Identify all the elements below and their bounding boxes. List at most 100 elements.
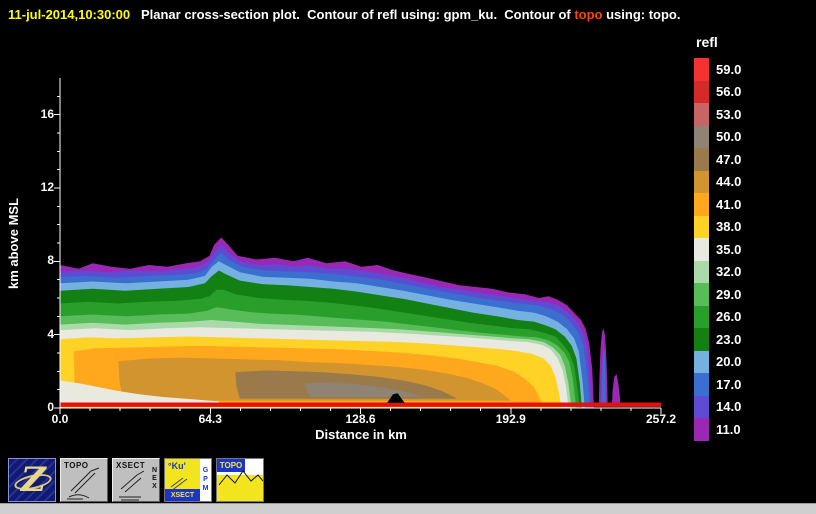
topo-editor-label: TOPO [64,461,89,470]
legend-row: 29.0 [694,283,741,306]
radar-dish-sketch-icon [119,470,145,501]
legend-value: 59.0 [716,61,742,77]
window-bottom-bar [0,503,816,514]
nexrad-xsect-icon[interactable]: XSECT NEX [112,458,160,502]
legend-row: 20.0 [694,350,742,373]
legend-swatch [694,215,709,238]
legend-row: 50.0 [694,125,742,148]
legend-value: 35.0 [716,241,742,257]
legend-value: 56.0 [716,84,742,100]
legend-swatch [694,170,709,193]
z-glyph: Z [21,460,46,500]
plot-title-post: using: topo. [602,7,681,22]
legend-row: 47.0 [694,148,741,171]
xsect-label: XSECT [165,489,200,501]
legend-row: 53.0 [694,103,741,126]
contour-low-level-35 [60,380,219,403]
x-tick-label: 0.0 [51,412,69,426]
ku-label: °Ku' [168,461,186,471]
legend-row: 38.0 [694,215,742,238]
radar-dish-sketch-icon [67,467,100,500]
contour-terrain-notch [387,393,405,403]
legend-value: 44.0 [716,174,742,190]
legend-value: 11.0 [716,421,741,437]
legend-swatch [694,193,709,216]
contour-refl-50 [305,382,423,397]
contour-refl-17-colA [601,347,606,407]
timestamp: 11-jul-2014,10:30:00 [8,7,131,22]
legend-swatch [694,373,709,396]
legend-row: 44.0 [694,170,742,193]
legend-value: 32.0 [716,264,742,280]
gpm-label: GPM [200,459,211,501]
legend-swatch [694,260,709,283]
y-tick-label: 12 [40,180,54,194]
y-tick-label: 0 [47,400,54,414]
legend-value: 29.0 [716,286,742,302]
legend: refl 59.0 56.0 53.0 50.0 47.0 44.0 41.0 38.0 35.… [694,34,741,441]
legend-swatch [694,395,709,418]
y-axis-label: km above MSL [6,197,22,289]
legend-row: 32.0 [694,260,742,283]
legend-row: 41.0 [694,193,741,216]
legend-value: 17.0 [716,376,742,392]
legend-row: 59.0 [694,58,741,81]
legend-row: 26.0 [694,305,742,328]
legend-swatch [694,238,709,261]
legend-swatch [694,283,709,306]
x-tick-label: 192.9 [495,412,526,426]
legend-row: 23.0 [694,328,741,351]
x-tick-label: 257.2 [645,412,677,426]
mountain-sketch-icon [218,470,263,486]
legend-row: 56.0 [694,80,742,103]
legend-row: 17.0 [694,373,741,396]
legend-row: 35.0 [694,238,741,261]
legend-row: 14.0 [694,395,742,418]
topo-map-label: TOPO [217,459,245,472]
y-tick-label: 16 [40,106,54,121]
legend-row: 11.0 [694,418,741,441]
legend-value: 47.0 [716,151,742,167]
y-tick-label: 8 [47,253,54,268]
legend-swatch [694,328,709,351]
axes [54,78,662,414]
legend-value: 50.0 [716,129,742,145]
nexrad-side-label: NEX [151,467,158,491]
contour-layers [60,237,661,408]
legend-value: 20.0 [716,354,742,370]
legend-swatch [694,148,709,171]
nexrad-xsect-label: XSECT [116,461,146,470]
legend-swatch [694,125,709,148]
x-axis-label: Distance in km [315,427,407,442]
legend-value: 26.0 [716,309,742,325]
legend-swatch [694,80,709,103]
topo-editor-icon[interactable]: TOPO [60,458,108,502]
gpm-ku-xsect-icon[interactable]: °Ku' GPM XSECT [164,458,212,502]
legend-swatch [694,305,709,328]
legend-value: 14.0 [716,399,742,415]
legend-value: 23.0 [716,331,742,347]
legend-value: 38.0 [716,219,742,235]
legend-value: 41.0 [716,196,742,212]
title-bar: 11-jul-2014,10:30:00 Planar cross-sectio… [8,7,680,22]
topo-field-highlight: topo [574,7,603,22]
legend-swatch [694,58,709,81]
x-tick-label: 128.6 [345,412,376,426]
topo-map-terrain [217,475,263,501]
legend-swatch [694,418,709,441]
legend-swatch [694,103,709,126]
plot-title-pre: Planar cross-section plot. Contour of re… [130,7,575,22]
contour-refl-11-colB [611,374,621,407]
zebra-logo-icon[interactable]: Z [8,458,56,502]
x-tick-label: 64.3 [198,412,222,426]
legend-value: 53.0 [716,106,742,122]
y-tick-label: 4 [47,326,54,341]
contour-topo-contour [60,402,661,407]
icon-toolbar: Z TOPO XSECT NEX °Ku' GPM XSECT TOPO [8,458,264,502]
topo-map-icon[interactable]: TOPO [216,458,264,502]
legend-swatch [694,350,709,373]
legend-colorbar: 59.0 56.0 53.0 50.0 47.0 44.0 41.0 38.0 35.0 32.0… [694,58,741,441]
legend-title: refl [696,34,718,50]
